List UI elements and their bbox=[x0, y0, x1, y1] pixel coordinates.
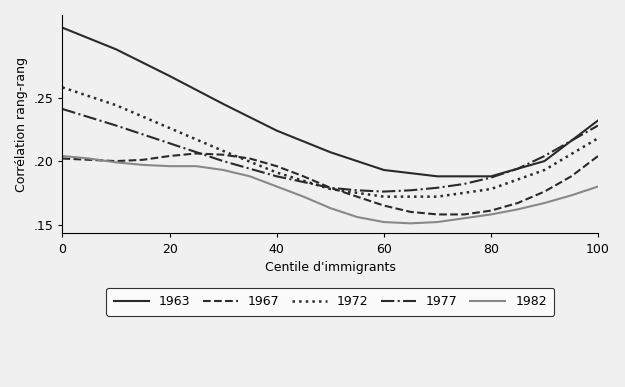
1982 bbox=[488, 212, 495, 217]
1982 bbox=[300, 194, 308, 199]
1967 bbox=[541, 189, 548, 194]
1977 bbox=[461, 182, 468, 186]
1963 bbox=[488, 174, 495, 179]
1963 bbox=[380, 168, 388, 172]
1972 bbox=[59, 85, 66, 90]
1967 bbox=[112, 159, 120, 163]
1967 bbox=[300, 174, 308, 179]
1977 bbox=[273, 174, 281, 179]
1967 bbox=[326, 185, 334, 190]
1967 bbox=[594, 154, 602, 158]
X-axis label: Centile d'immigrants: Centile d'immigrants bbox=[265, 261, 396, 274]
1972 bbox=[488, 187, 495, 191]
1963 bbox=[541, 159, 548, 163]
1977 bbox=[541, 154, 548, 158]
1963 bbox=[166, 74, 173, 78]
Line: 1967: 1967 bbox=[62, 154, 598, 214]
1967 bbox=[273, 164, 281, 168]
1982 bbox=[112, 160, 120, 165]
1967 bbox=[59, 156, 66, 161]
1963 bbox=[434, 174, 441, 179]
1967 bbox=[488, 208, 495, 213]
1977 bbox=[353, 188, 361, 193]
1982 bbox=[166, 164, 173, 168]
1963 bbox=[219, 102, 227, 106]
Legend: 1963, 1967, 1972, 1977, 1982: 1963, 1967, 1972, 1977, 1982 bbox=[106, 288, 554, 316]
1977 bbox=[380, 189, 388, 194]
1967 bbox=[219, 152, 227, 157]
1982 bbox=[353, 215, 361, 219]
1972 bbox=[541, 168, 548, 172]
1982 bbox=[219, 168, 227, 172]
1967 bbox=[461, 212, 468, 217]
1982 bbox=[541, 201, 548, 205]
Line: 1977: 1977 bbox=[62, 109, 598, 192]
1977 bbox=[59, 107, 66, 111]
1963 bbox=[59, 26, 66, 30]
1982 bbox=[86, 156, 93, 161]
1977 bbox=[112, 123, 120, 128]
1972 bbox=[166, 126, 173, 130]
1982 bbox=[192, 164, 200, 168]
1967 bbox=[514, 201, 521, 205]
1972 bbox=[112, 103, 120, 108]
1967 bbox=[139, 158, 146, 162]
1972 bbox=[273, 170, 281, 175]
1977 bbox=[488, 175, 495, 180]
1977 bbox=[434, 185, 441, 190]
1982 bbox=[246, 174, 254, 179]
1972 bbox=[326, 187, 334, 191]
1977 bbox=[568, 139, 575, 143]
1977 bbox=[166, 141, 173, 146]
1982 bbox=[407, 221, 414, 226]
1977 bbox=[407, 188, 414, 193]
1982 bbox=[434, 220, 441, 224]
1977 bbox=[219, 159, 227, 163]
1967 bbox=[380, 203, 388, 208]
1977 bbox=[594, 123, 602, 128]
1967 bbox=[568, 174, 575, 179]
1982 bbox=[59, 154, 66, 158]
1972 bbox=[219, 149, 227, 153]
1977 bbox=[326, 185, 334, 190]
1982 bbox=[273, 184, 281, 189]
Line: 1972: 1972 bbox=[62, 87, 598, 197]
Line: 1982: 1982 bbox=[62, 156, 598, 223]
1963 bbox=[326, 150, 334, 154]
1982 bbox=[514, 207, 521, 212]
1982 bbox=[326, 206, 334, 211]
1963 bbox=[112, 47, 120, 51]
1977 bbox=[514, 166, 521, 171]
1963 bbox=[273, 128, 281, 133]
1963 bbox=[594, 118, 602, 123]
1982 bbox=[461, 216, 468, 221]
1967 bbox=[434, 212, 441, 217]
1972 bbox=[380, 194, 388, 199]
Y-axis label: Corrélation rang-rang: Corrélation rang-rang bbox=[15, 57, 28, 192]
1967 bbox=[166, 154, 173, 158]
1972 bbox=[434, 194, 441, 199]
1972 bbox=[594, 136, 602, 140]
1982 bbox=[139, 163, 146, 167]
1982 bbox=[568, 193, 575, 198]
1967 bbox=[407, 210, 414, 214]
1967 bbox=[192, 151, 200, 156]
Line: 1963: 1963 bbox=[62, 28, 598, 176]
1967 bbox=[353, 194, 361, 199]
1982 bbox=[380, 220, 388, 224]
1982 bbox=[594, 184, 602, 189]
1967 bbox=[86, 158, 93, 162]
1967 bbox=[246, 156, 254, 161]
